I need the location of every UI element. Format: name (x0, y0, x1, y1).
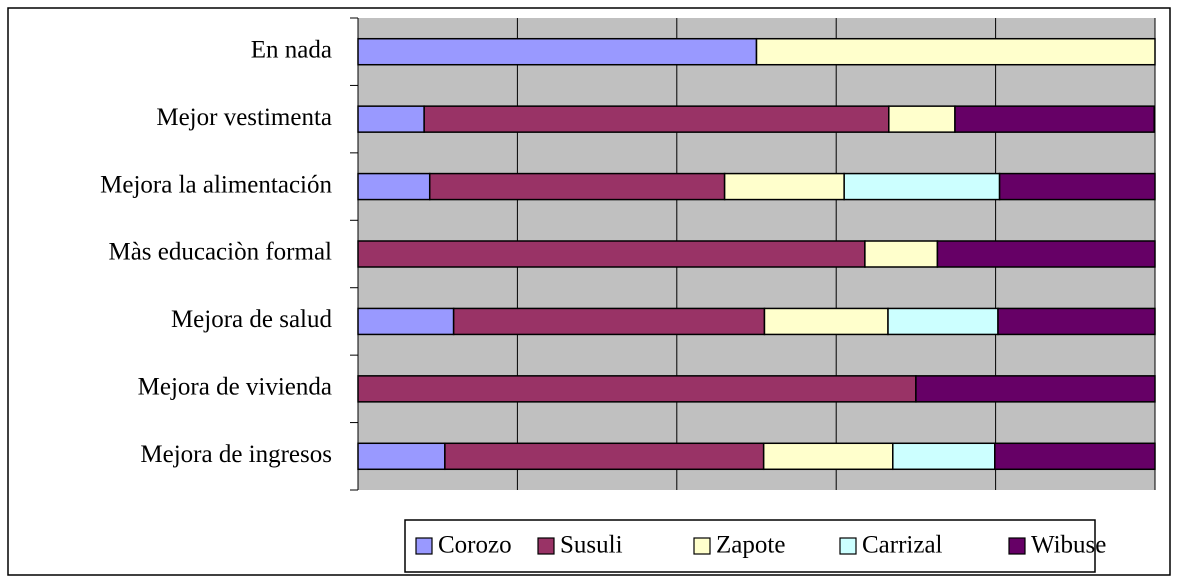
bar-segment (954, 105, 1155, 133)
bar-segment (723, 172, 845, 201)
y-tick-label: Mejora de salud (171, 306, 333, 333)
bar-segment (887, 307, 999, 336)
legend-swatch (839, 537, 857, 555)
legend-label: Carrizal (862, 532, 943, 559)
legend-label: Corozo (438, 532, 512, 559)
bar-segment (357, 375, 917, 403)
bar-segment (428, 172, 726, 201)
bar-segment (444, 442, 765, 471)
bar-segment (452, 307, 766, 336)
bar-segment (994, 442, 1156, 471)
bar-segment (423, 105, 890, 133)
y-tick-label: Mejora la alimentación (100, 171, 332, 198)
bar-segment (357, 307, 455, 336)
bar-segment (357, 172, 431, 201)
bar-segment (888, 105, 956, 133)
legend-swatch (693, 537, 711, 555)
y-tick-label: Mejora de ingresos (140, 441, 332, 468)
legend-label: Zapote (716, 532, 785, 559)
bar-segment (998, 172, 1156, 201)
bar-segment (892, 442, 996, 471)
bar-segment (357, 37, 758, 66)
bar-segment (762, 442, 894, 471)
legend-label: Wibuse (1031, 532, 1106, 559)
legend-label: Susuli (560, 532, 623, 559)
bar-segment (357, 105, 425, 133)
y-tick-label: Mejora de vivienda (138, 374, 332, 401)
legend-box (404, 519, 1096, 573)
bar-segment (763, 307, 889, 336)
bar-segment (864, 240, 939, 268)
bar-segment (997, 307, 1156, 336)
y-tick-label: En nada (251, 36, 332, 63)
y-tick-label: Màs educaciòn formal (108, 239, 332, 266)
legend-swatch (1008, 537, 1026, 555)
bar-segment (755, 37, 1156, 66)
bar-segment (357, 442, 446, 471)
bar-segment (843, 172, 1001, 201)
legend-swatch (415, 537, 433, 555)
y-tick-label: Mejor vestimenta (156, 104, 332, 131)
bar-segment (357, 240, 866, 268)
legend-swatch (537, 537, 555, 555)
bar-segment (915, 375, 1156, 403)
bar-segment (936, 240, 1156, 268)
